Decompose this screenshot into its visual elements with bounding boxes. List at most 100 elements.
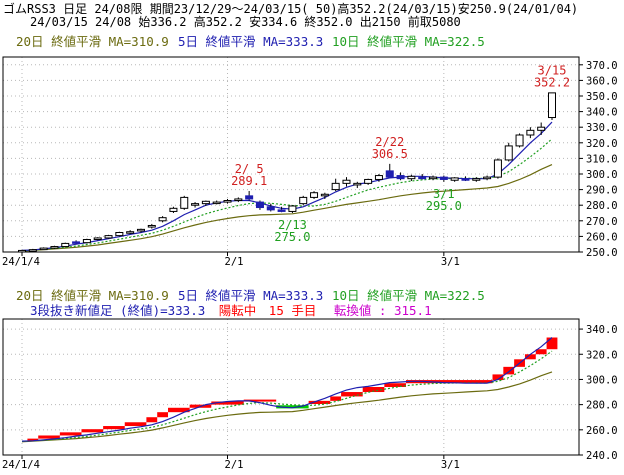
candle-body [82,239,91,244]
candle-body [169,207,178,212]
line-break-brick [384,383,406,387]
line-break-brick [27,438,39,442]
candle-body [537,126,546,131]
annotation-date: 2/13 [278,218,307,232]
lower-y-tick-label: 240.0 [586,450,618,462]
lower-y-tick-label: 300.0 [586,374,618,386]
line-break-brick [330,396,342,401]
candle-body [104,235,113,239]
line-break-brick [546,337,558,350]
annotation-date: 3/15 [538,64,567,78]
lower-info-break-value: 3段抜き新値足 (終値)=333.3 [30,303,205,318]
upper-legend-ma20: 20日 終値平滑 MA=310.9 [16,34,169,49]
upper-y-tick-label: 310.0 [586,153,618,165]
upper-x-tick-label: 2/1 [225,256,244,268]
candle-body [234,198,243,202]
upper-y-tick-label: 300.0 [586,169,618,181]
upper-y-tick-label: 290.0 [586,185,618,197]
candle-body [50,246,59,249]
candle-body [418,176,427,180]
candle-body [385,170,394,178]
candle-body [407,175,416,180]
line-break-brick [59,432,82,436]
candle-body [28,249,37,252]
candle-body [461,178,470,181]
line-break-brick [243,399,277,402]
candle-body [396,175,405,180]
lower-y-tick-label: 280.0 [586,400,618,412]
candle-body [548,92,556,119]
candle-body [353,182,362,186]
candle-body [504,145,513,161]
line-break-brick [124,422,147,427]
lower-x-tick-label: 2/1 [225,459,244,471]
upper-chart-axes: 250.0 260.0 270.0 280.0 290.0 300.0 310.0 320.0… [2,60,618,268]
candle-body [277,209,286,212]
header-line2: 24/03/15 24/08 始336.2 高352.2 安334.6 終352… [30,14,461,29]
candle-body [493,159,502,178]
candle-body [158,217,167,222]
line-break-brick [38,435,60,439]
candle-body [72,241,81,244]
upper-y-tick-label: 260.0 [586,231,618,243]
lower-ma5-line [21,337,553,442]
candle-body [191,203,200,206]
lower-legend-ma10: 10日 終値平滑 MA=322.5 [332,288,485,303]
candle-body [147,224,156,228]
annotation-date: 3/1 [433,187,455,201]
line-break-brick [405,380,493,384]
header-line1: ゴムRSS3 日足 24/08限 期間23/12/29〜24/03/15( 50… [3,1,578,16]
upper-y-tick-label: 350.0 [586,91,618,103]
upper-y-tick-label: 340.0 [586,107,618,119]
candle-body [342,179,351,184]
lower-ma20-line [21,371,553,443]
line-break-brick [492,374,504,381]
lower-legend-ma20: 20日 終値平滑 MA=310.9 [16,288,169,303]
upper-x-tick-label: 24/1/4 [2,256,40,268]
candle-body [429,176,438,180]
candle-body [245,195,254,200]
line-break-brick [157,412,169,418]
annotation-price: 352.2 [534,76,570,90]
candle-body [515,134,524,147]
line-break-brick [81,429,104,433]
candle-body [266,206,275,211]
candle-body [320,193,329,197]
lower-y-tick-label: 320.0 [586,349,618,361]
candle-body [212,201,221,205]
upper-ma10-line [21,138,553,252]
upper-y-tick-label: 330.0 [586,122,618,134]
candle-body [310,192,319,198]
line-break-brick [276,405,309,409]
candle-body [526,129,535,136]
candle-body [136,228,145,232]
upper-y-tick-label: 270.0 [586,216,618,228]
line-break-brick [168,407,190,413]
upper-ma20-line [21,164,553,252]
upper-chart-grid [3,57,579,253]
annotation-date: 2/ 5 [235,162,264,176]
line-break-brick [503,366,515,375]
annotation-price: 295.0 [426,199,462,213]
line-break-brick [146,417,158,423]
line-break-brick [535,349,547,355]
lower-x-tick-label: 24/1/4 [2,459,40,471]
upper-y-tick-label: 280.0 [586,200,618,212]
candle-body [115,232,124,237]
upper-y-tick-label: 250.0 [586,247,618,259]
lower-x-tick-label: 3/1 [441,459,460,471]
candle-body [201,200,210,205]
candle-body [61,242,70,248]
line-break-brick [524,354,536,360]
upper-y-tick-label: 360.0 [586,75,618,87]
lower-legend-ma5: 5日 終値平滑 MA=333.3 [178,288,323,303]
lower-chart-ma-lines [21,337,553,443]
lower-y-tick-label: 340.0 [586,324,618,336]
candle-body [288,205,297,212]
lower-info-trend: 陽転中 15 手目 [219,303,317,318]
upper-chart-frame [2,56,580,253]
candle-body [39,247,48,251]
upper-legend-ma10: 10日 終値平滑 MA=322.5 [332,34,485,49]
lower-info-reversal: 転換値 : 315.1 [334,303,432,318]
